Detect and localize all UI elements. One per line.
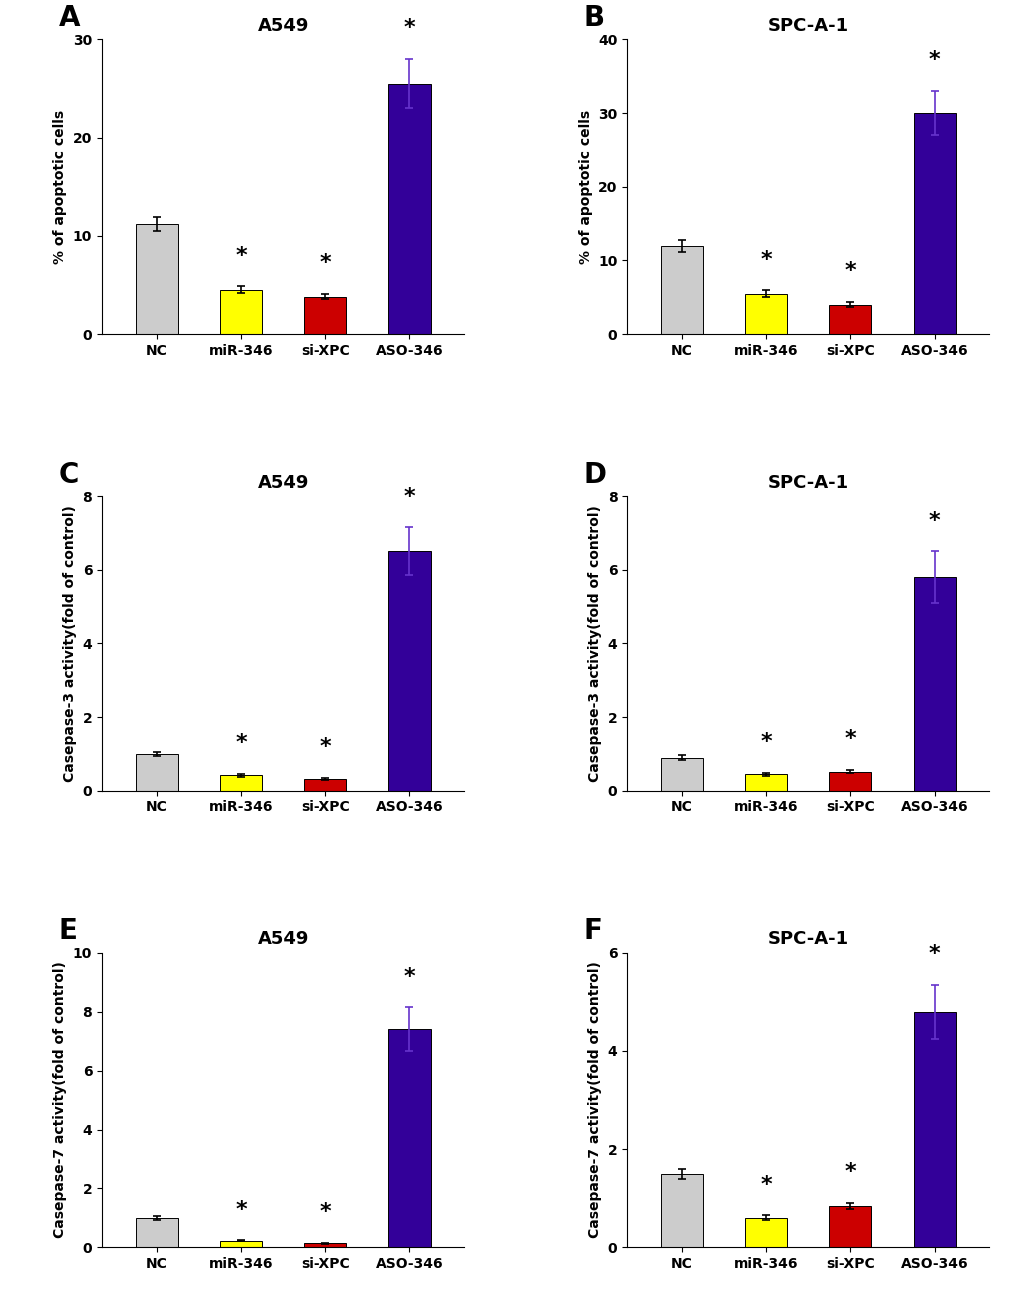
- Bar: [136, 1218, 177, 1247]
- Bar: [745, 775, 787, 790]
- Bar: [304, 1243, 345, 1247]
- Bar: [828, 772, 870, 790]
- Text: A: A: [58, 4, 79, 32]
- Bar: [220, 1241, 262, 1247]
- Title: SPC-A-1: SPC-A-1: [767, 931, 848, 948]
- Title: SPC-A-1: SPC-A-1: [767, 17, 848, 35]
- Bar: [304, 779, 345, 790]
- Bar: [660, 246, 702, 334]
- Bar: [388, 551, 430, 790]
- Bar: [913, 578, 955, 790]
- Title: A549: A549: [257, 17, 309, 35]
- Y-axis label: % of apoptotic cells: % of apoptotic cells: [53, 110, 67, 264]
- Text: F: F: [583, 918, 602, 945]
- Bar: [913, 1011, 955, 1247]
- Text: *: *: [235, 1200, 247, 1220]
- Bar: [660, 758, 702, 790]
- Bar: [304, 297, 345, 334]
- Y-axis label: Casepase-3 activity(fold of control): Casepase-3 activity(fold of control): [63, 506, 76, 781]
- Text: *: *: [319, 1201, 331, 1222]
- Text: B: B: [583, 4, 604, 32]
- Text: *: *: [319, 253, 331, 273]
- Bar: [388, 1029, 430, 1247]
- Y-axis label: Casepase-3 activity(fold of control): Casepase-3 activity(fold of control): [588, 506, 601, 781]
- Text: E: E: [58, 918, 77, 945]
- Bar: [136, 225, 177, 334]
- Title: A549: A549: [257, 931, 309, 948]
- Bar: [828, 1205, 870, 1247]
- Bar: [220, 290, 262, 334]
- Text: *: *: [844, 1162, 855, 1182]
- Text: *: *: [235, 733, 247, 754]
- Text: *: *: [759, 1175, 771, 1195]
- Text: *: *: [759, 733, 771, 752]
- Text: *: *: [235, 246, 247, 265]
- Y-axis label: Casepase-7 activity(fold of control): Casepase-7 activity(fold of control): [588, 961, 601, 1238]
- Text: *: *: [319, 737, 331, 758]
- Bar: [745, 1218, 787, 1247]
- Text: C: C: [58, 461, 78, 488]
- Bar: [660, 1174, 702, 1247]
- Bar: [913, 113, 955, 334]
- Bar: [220, 775, 262, 790]
- Text: *: *: [844, 261, 855, 281]
- Text: *: *: [759, 249, 771, 269]
- Bar: [388, 84, 430, 334]
- Text: *: *: [928, 50, 940, 71]
- Text: *: *: [404, 18, 415, 38]
- Text: D: D: [583, 461, 606, 488]
- Text: *: *: [928, 511, 940, 530]
- Y-axis label: % of apoptotic cells: % of apoptotic cells: [578, 110, 592, 264]
- Text: *: *: [404, 487, 415, 507]
- Title: A549: A549: [257, 474, 309, 492]
- Bar: [828, 305, 870, 334]
- Title: SPC-A-1: SPC-A-1: [767, 474, 848, 492]
- Bar: [136, 754, 177, 790]
- Y-axis label: Casepase-7 activity(fold of control): Casepase-7 activity(fold of control): [53, 961, 67, 1238]
- Bar: [745, 294, 787, 334]
- Text: *: *: [404, 966, 415, 986]
- Text: *: *: [844, 730, 855, 750]
- Text: *: *: [928, 944, 940, 964]
